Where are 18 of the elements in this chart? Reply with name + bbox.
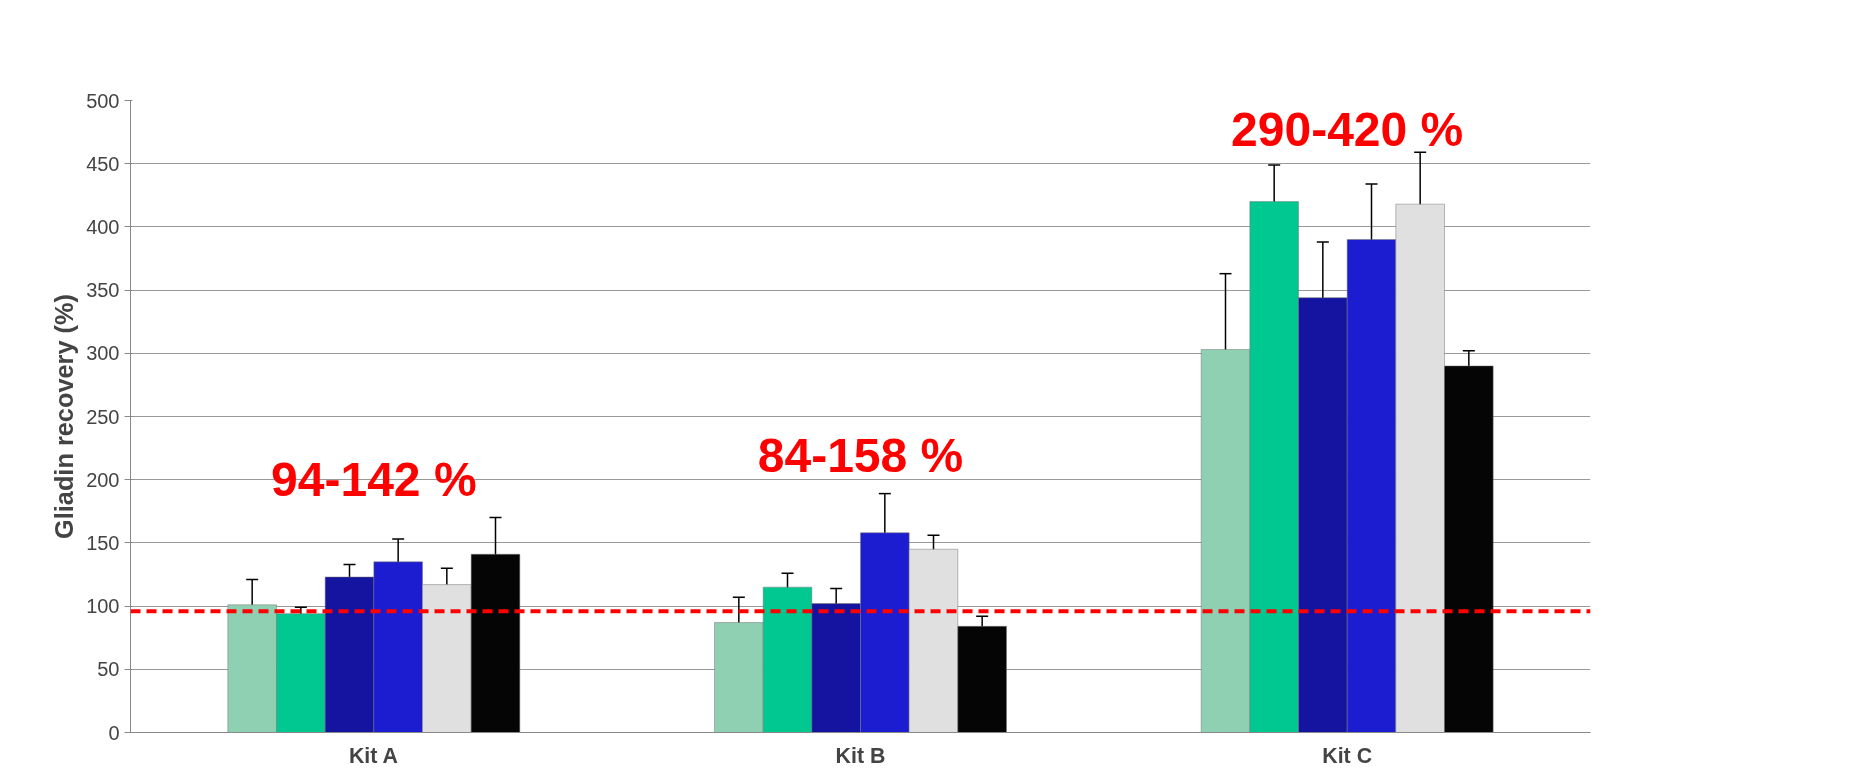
y-tick-label: 100 <box>86 595 120 618</box>
x-tick-label: Kit A <box>348 743 398 768</box>
annotation: 94-142 % <box>271 452 477 506</box>
annotation: 84-158 % <box>757 428 964 482</box>
y-tick-label: 400 <box>86 215 120 238</box>
y-tick-label: 50 <box>97 658 120 681</box>
y-tick-label: 250 <box>86 405 120 428</box>
y-tick-label: 450 <box>86 152 120 175</box>
y-tick-label: 0 <box>108 721 120 744</box>
y-tick-label: 350 <box>86 279 120 302</box>
y-tick-label: 300 <box>86 342 120 365</box>
y-tick-label: 150 <box>86 531 120 554</box>
x-tick-label: Kit C <box>1322 743 1373 768</box>
x-tick-label: Kit B <box>835 743 886 768</box>
y-axis-title: Gliadin recovery (%) <box>50 294 79 539</box>
y-tick-label: 200 <box>86 468 120 491</box>
y-tick-label: 500 <box>86 89 120 112</box>
annotation: 290-420 % <box>1231 102 1464 156</box>
